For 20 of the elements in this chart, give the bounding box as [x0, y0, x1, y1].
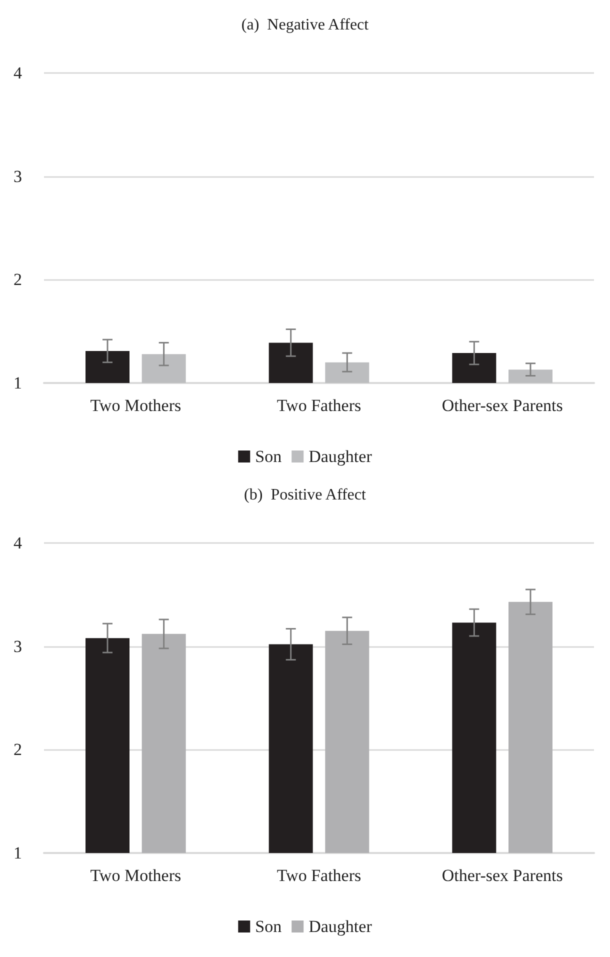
- y-tick-label: 3: [14, 166, 22, 186]
- x-tick-label: Two Mothers: [90, 396, 182, 415]
- y-tick-label: 3: [14, 636, 22, 656]
- chart-title: (b) Positive Affect: [244, 486, 367, 504]
- y-tick-label: 4: [14, 64, 22, 82]
- x-tick-label: Other-sex Parents: [442, 866, 563, 885]
- x-tick-label: Other-sex Parents: [442, 396, 563, 415]
- x-tick-label: Two Mothers: [90, 866, 182, 885]
- legend-label: Daughter: [308, 917, 372, 936]
- y-tick-label: 1: [14, 844, 22, 862]
- legend-label: Son: [255, 447, 282, 466]
- x-tick-label: Two Fathers: [276, 396, 362, 415]
- legend-label: Son: [255, 917, 282, 936]
- legend-label: Daughter: [308, 447, 372, 466]
- x-tick-label: Two Fathers: [276, 866, 362, 885]
- y-tick-label: 2: [14, 270, 22, 290]
- chart-title: (a) Negative Affect: [241, 16, 370, 34]
- y-tick-label: 2: [14, 740, 22, 760]
- y-tick-label: 4: [14, 534, 22, 552]
- y-tick-label: 1: [14, 374, 22, 392]
